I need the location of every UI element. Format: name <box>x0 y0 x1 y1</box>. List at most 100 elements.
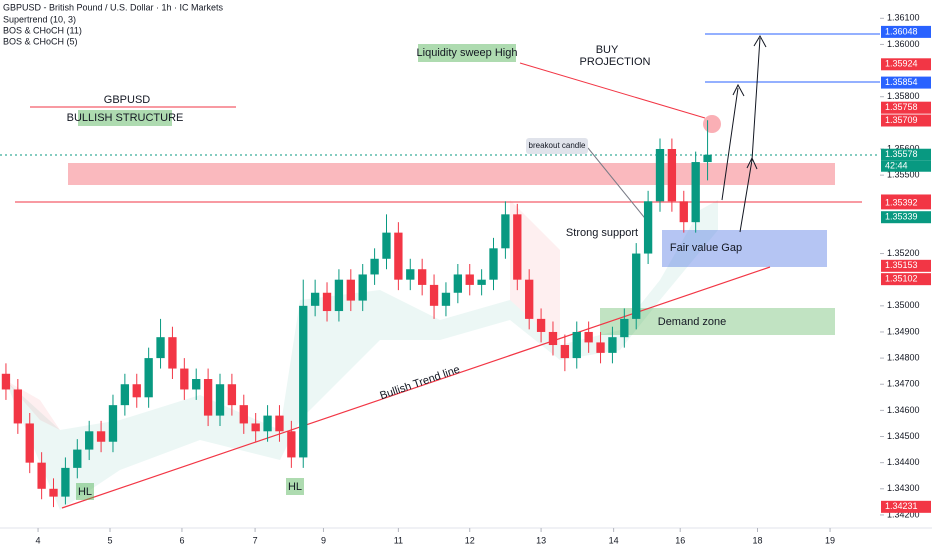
price-tag-label: 1.35924 <box>885 59 918 69</box>
candle-body <box>287 431 296 458</box>
price-tag <box>881 101 931 114</box>
candle-body <box>489 248 498 280</box>
hl-label: HL <box>288 481 302 493</box>
price-tag <box>881 259 931 272</box>
x-tick-label: 7 <box>253 535 258 545</box>
candle-body <box>703 154 712 163</box>
countdown-tag <box>881 160 931 172</box>
candle-body <box>73 449 82 468</box>
y-tick-label: 1.34200 <box>887 509 920 519</box>
sweep-circle <box>703 115 721 133</box>
y-tick-label: 1.34400 <box>887 457 920 467</box>
candle-body <box>263 415 272 432</box>
x-tick-label: 4 <box>36 535 41 545</box>
candle-body <box>49 488 58 497</box>
candle-body <box>560 345 570 359</box>
price-tag-label: 1.35578 <box>885 149 918 159</box>
candle-body <box>632 253 641 319</box>
axes: 1.36100 1.36000 1.35800 1.35600 1.35500 1.352… <box>36 13 931 545</box>
price-tag-label: 1.35709 <box>885 115 918 125</box>
candle-body <box>441 292 451 306</box>
candle-body <box>655 148 665 202</box>
candle-body <box>144 358 153 398</box>
candle-body <box>513 214 522 280</box>
candle-body <box>643 201 653 254</box>
candle-body <box>310 292 320 306</box>
indicator: Supertrend (10, 3) <box>3 14 76 24</box>
symbol-label: GBPUSD <box>104 94 151 106</box>
label-box <box>286 478 304 495</box>
label-box <box>418 44 516 62</box>
label-box <box>78 110 172 126</box>
label-box <box>76 483 94 500</box>
price-tag <box>881 25 931 38</box>
buy-label: BUY <box>596 44 619 56</box>
candle-body <box>477 279 486 285</box>
candle-body <box>13 389 22 424</box>
callout-line <box>587 147 649 223</box>
price-tag-label: 1.35854 <box>885 77 918 87</box>
candle-body <box>382 232 391 259</box>
structure-label: BULLISH STRUCTURE <box>67 112 184 124</box>
candle-body <box>691 162 700 223</box>
candle-body <box>108 405 118 442</box>
y-tick-label: 1.36000 <box>887 39 920 49</box>
price-tag-label: 1.35153 <box>885 260 918 270</box>
candle-body <box>608 337 617 353</box>
candle-body <box>132 384 141 398</box>
candle-body <box>370 258 379 275</box>
candle-body <box>251 423 260 432</box>
candle-body <box>584 331 593 343</box>
supertrend-area <box>5 200 718 510</box>
candle-body <box>322 292 332 312</box>
x-tick-label: 6 <box>179 535 184 545</box>
indicator: BOS & CHoCH (5) <box>3 36 78 46</box>
candle-body <box>465 274 474 285</box>
candle-body <box>96 431 106 442</box>
indicator: BOS & CHoCH (11) <box>3 25 82 35</box>
hl-label: HL <box>78 486 92 498</box>
breakout-label: breakout candle <box>529 141 586 150</box>
candle-body <box>667 148 677 202</box>
price-tag <box>881 58 931 71</box>
sweep-label: Liquidity sweep High <box>417 47 518 59</box>
y-tick-label: 1.34600 <box>887 405 920 415</box>
candle-body <box>203 379 213 416</box>
candle-body <box>620 318 629 338</box>
projection-arrows <box>721 34 767 233</box>
candle-body <box>418 269 427 285</box>
x-tick-label: 13 <box>536 535 546 545</box>
demand-label: Demand zone <box>658 316 727 328</box>
supply-zone <box>68 163 835 185</box>
fvg-zone <box>662 230 827 267</box>
projection-label: PROJECTION <box>580 56 651 68</box>
candle-body <box>406 269 415 280</box>
candle-body <box>275 415 284 432</box>
candle-body <box>156 337 165 359</box>
candle-body <box>679 201 688 223</box>
price-tag-label: 1.35758 <box>885 102 918 112</box>
price-tag <box>881 500 931 513</box>
candle-body <box>299 305 308 458</box>
price-tag <box>881 148 931 161</box>
candle-body <box>501 214 510 249</box>
candle-body <box>180 368 189 390</box>
price-tag-label: 1.35102 <box>885 274 918 284</box>
candle-body <box>525 279 534 319</box>
candle-body <box>548 331 558 346</box>
price-tag <box>881 76 931 89</box>
y-tick-label: 1.35600 <box>887 143 920 153</box>
price-tag-label: 1.35392 <box>885 198 918 208</box>
x-tick-label: 11 <box>394 535 403 545</box>
y-tick-label: 1.34500 <box>887 431 920 441</box>
x-tick-label: 16 <box>675 535 685 545</box>
y-tick-label: 1.35000 <box>887 300 920 310</box>
candle-body <box>346 279 355 301</box>
x-tick-label: 5 <box>107 535 112 545</box>
candle-body <box>215 384 225 416</box>
y-tick-label: 1.34800 <box>887 352 920 362</box>
candle-body <box>453 274 462 293</box>
candle-body <box>429 284 439 306</box>
y-tick-label: 1.35800 <box>887 91 920 101</box>
